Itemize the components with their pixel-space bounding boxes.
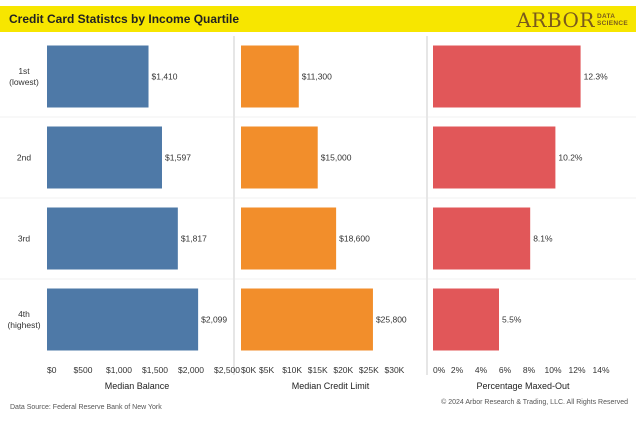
data-label-0-1: $1,410 [152, 72, 178, 82]
data-label-1-1: $11,300 [302, 72, 332, 82]
tick-label-2-5: 10% [544, 365, 561, 375]
tick-label-2-1: 2% [451, 365, 464, 375]
data-label-2-4: 5.5% [502, 315, 522, 325]
bar-1-3 [241, 207, 337, 270]
logo-wordmark: ARBOR [516, 8, 595, 32]
logo-sub-line1: DATA [597, 13, 616, 20]
bar-2-2 [433, 126, 556, 189]
data-label-2-2: 10.2% [558, 153, 583, 163]
copyright-note: © 2024 Arbor Research & Trading, LLC. Al… [441, 399, 628, 406]
tick-label-1-3: $15K [308, 365, 328, 375]
data-label-1-4: $25,800 [376, 315, 407, 325]
data-label-1-2: $15,000 [321, 153, 352, 163]
tick-label-2-7: 14% [592, 365, 609, 375]
data-label-0-2: $1,597 [165, 153, 191, 163]
tick-label-1-5: $25K [359, 365, 379, 375]
tick-label-2-4: 8% [523, 365, 536, 375]
data-label-2-1: 12.3% [584, 72, 609, 82]
row-label-line: 2nd [17, 153, 31, 163]
bar-0-3 [47, 207, 178, 270]
tick-label-2-6: 12% [568, 365, 585, 375]
data-label-0-3: $1,817 [181, 234, 207, 244]
page-title: Credit Card Statistcs by Income Quartile [9, 12, 240, 26]
bar-1-1 [241, 45, 299, 108]
row-label-line: (lowest) [9, 77, 39, 87]
tick-label-1-6: $30K [384, 365, 404, 375]
title-bar: Credit Card Statistcs by Income Quartile… [0, 6, 636, 32]
tick-label-1-4: $20K [333, 365, 353, 375]
bar-1-2 [241, 126, 318, 189]
tick-label-0-4: $2,000 [178, 365, 204, 375]
axis-title-1: Median Credit Limit [292, 381, 370, 391]
row-label-line: (highest) [7, 320, 40, 330]
bar-1-4 [241, 288, 373, 351]
bar-0-2 [47, 126, 162, 189]
bar-2-1 [433, 45, 581, 108]
tick-label-0-3: $1,500 [142, 365, 168, 375]
row-label-line: 1st [18, 66, 30, 76]
row-label-3: 3rd [18, 234, 31, 244]
data-label-0-4: $2,099 [201, 315, 227, 325]
axis-title-0: Median Balance [105, 381, 170, 391]
row-label-1: 1st (lowest) [9, 66, 39, 87]
data-source-note: Data Source: Federal Reserve Bank of New… [10, 404, 162, 411]
tick-label-1-1: $5K [259, 365, 274, 375]
tick-label-1-0: $0K [241, 365, 256, 375]
tick-label-0-2: $1,000 [106, 365, 132, 375]
row-label-4: 4th (highest) [7, 309, 40, 330]
bar-0-1 [47, 45, 149, 108]
row-label-line: 4th [18, 309, 30, 319]
logo-subtext: DATA SCIENCE [597, 13, 628, 27]
tick-label-0-5: $2,500 [214, 365, 240, 375]
tick-label-0-0: $0 [47, 365, 57, 375]
bar-0-4 [47, 288, 199, 351]
arbor-logo: ARBOR DATA SCIENCE [516, 8, 628, 32]
logo-sub-line2: SCIENCE [597, 20, 628, 27]
axis-title-2: Percentage Maxed-Out [476, 381, 570, 391]
tick-label-0-1: $500 [74, 365, 93, 375]
tick-label-2-2: 4% [475, 365, 488, 375]
row-label-line: 3rd [18, 234, 31, 244]
data-label-2-3: 8.1% [533, 234, 553, 244]
data-label-1-3: $18,600 [339, 234, 370, 244]
tick-label-1-2: $10K [282, 365, 302, 375]
tick-label-2-0: 0% [433, 365, 446, 375]
bar-2-3 [433, 207, 531, 270]
bar-2-4 [433, 288, 499, 351]
row-label-2: 2nd [17, 153, 31, 163]
tick-label-2-3: 6% [499, 365, 512, 375]
